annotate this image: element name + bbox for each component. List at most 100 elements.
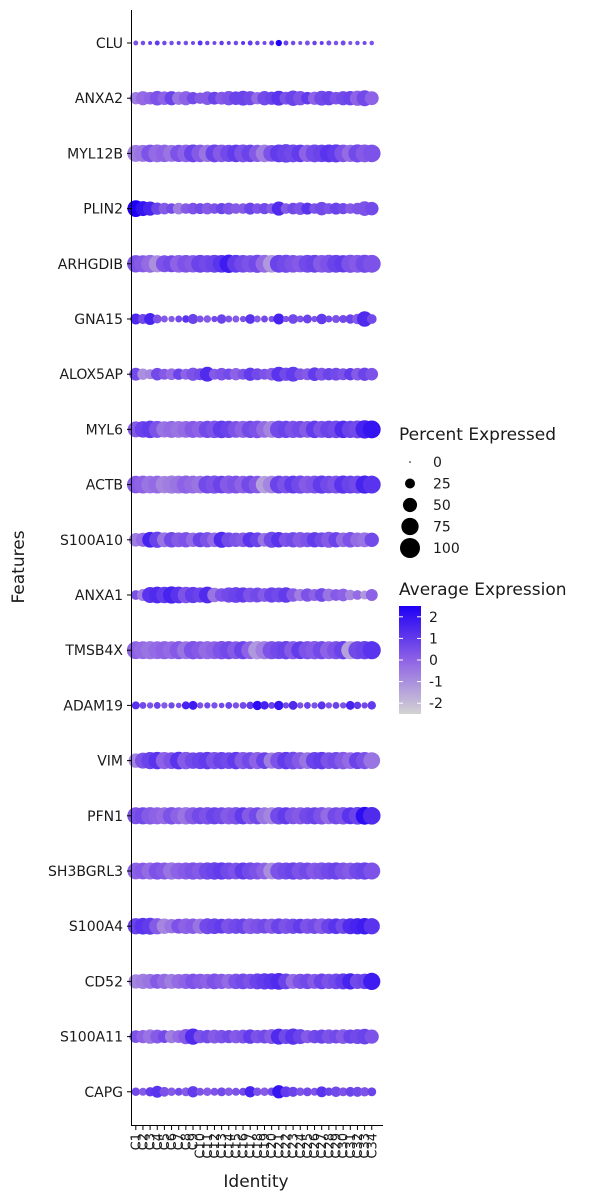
dot-myl6-c34 xyxy=(362,420,381,439)
dot-capg-c32 xyxy=(352,1086,363,1097)
x-tick-label-c23: C23 xyxy=(287,1133,302,1159)
dot-pfn1-c34 xyxy=(362,806,381,825)
x-tick-label-c20: C20 xyxy=(265,1133,280,1159)
dot-clu-c20 xyxy=(269,40,275,46)
dot-alox5ap-c34 xyxy=(365,367,379,381)
dot-clu-c15 xyxy=(233,40,239,46)
size-legend-title: Percent Expressed xyxy=(399,425,556,445)
dot-adam19-c10 xyxy=(196,702,204,709)
dot-capg-c11 xyxy=(203,1087,212,1097)
dot-gna15-c8 xyxy=(182,315,190,323)
dot-adam19-c25 xyxy=(303,701,311,709)
dot-adam19-c7 xyxy=(175,702,182,709)
x-tick-label-c7: C7 xyxy=(172,1133,187,1150)
dot-capg-c19 xyxy=(260,1087,269,1097)
dot-adam19-c15 xyxy=(232,702,240,709)
dot-clu-c17 xyxy=(247,40,253,46)
dot-gna15-c23 xyxy=(288,314,298,324)
x-tick-label-c24: C24 xyxy=(294,1133,309,1159)
dot-capg-c30 xyxy=(338,1087,348,1097)
dot-adam19-c13 xyxy=(218,702,225,709)
size-legend-label-100: 100 xyxy=(433,541,460,557)
dot-capg-c33 xyxy=(359,1087,370,1097)
dot-clu-c31 xyxy=(348,41,353,45)
dot-clu-c1 xyxy=(133,40,139,46)
dot-capg-c24 xyxy=(296,1087,305,1097)
size-legend-dot-100 xyxy=(400,538,420,558)
x-tick-label-c11: C11 xyxy=(201,1133,216,1159)
x-tick-label-c25: C25 xyxy=(301,1133,316,1159)
dot-gna15-c30 xyxy=(339,315,348,323)
dot-clu-c10 xyxy=(197,40,203,46)
dot-gna15-c22 xyxy=(282,315,290,323)
y-tick-label-myl12b: MYL12B xyxy=(67,146,123,162)
dot-gna15-c24 xyxy=(296,315,304,323)
dot-adam19-c8 xyxy=(181,701,190,710)
x-tick-label-c2: C2 xyxy=(136,1133,151,1150)
y-tick-label-pfn1: PFN1 xyxy=(87,809,123,825)
dot-clu-c27 xyxy=(319,41,324,45)
dot-adam19-c26 xyxy=(311,702,318,709)
dot-adam19-c2 xyxy=(139,701,147,709)
x-tick-label-c28: C28 xyxy=(322,1133,337,1159)
size-legend: Percent Expressed 0 25 50 75 100 xyxy=(399,425,556,558)
dot-gna15-c29 xyxy=(332,315,340,323)
x-tick-label-c10: C10 xyxy=(194,1133,209,1159)
y-tick-label-adam19: ADAM19 xyxy=(63,698,123,714)
dot-capg-c23 xyxy=(288,1086,299,1097)
dot-adam19-c16 xyxy=(239,701,247,709)
dot-plin2-c34 xyxy=(364,201,379,216)
x-axis-ticks: C1C2C3C4C5C6C7C8C9C10C11C12C13C14C15C16C… xyxy=(129,1126,380,1159)
dot-clu-c9 xyxy=(191,41,195,45)
dot-capg-c25 xyxy=(302,1087,312,1097)
dot-sh3bgrl3-c34 xyxy=(363,862,381,880)
dot-gna15-c26 xyxy=(311,315,318,323)
y-tick-label-clu: CLU xyxy=(96,36,123,52)
x-tick-label-c3: C3 xyxy=(144,1133,159,1150)
x-tick-label-c32: C32 xyxy=(351,1133,366,1159)
x-tick-label-c22: C22 xyxy=(279,1133,294,1159)
dot-adam19-c24 xyxy=(297,702,304,709)
y-tick-label-gna15: GNA15 xyxy=(74,312,123,328)
dot-clu-c5 xyxy=(162,40,167,46)
dot-gna15-c1 xyxy=(130,313,142,325)
dot-capg-c9 xyxy=(187,1086,199,1098)
x-tick-label-c14: C14 xyxy=(222,1133,237,1159)
dot-adam19-c11 xyxy=(204,702,211,709)
y-tick-label-s100a10: S100A10 xyxy=(60,533,123,549)
color-legend-label-4: -2 xyxy=(429,696,443,712)
dot-anxa1-c31 xyxy=(345,589,356,601)
color-legend-label-3: -1 xyxy=(429,675,443,691)
y-axis-title: Features xyxy=(9,530,29,603)
y-tick-label-plin2: PLIN2 xyxy=(83,202,123,218)
size-legend-dot-75 xyxy=(401,517,419,536)
x-tick-label-c18: C18 xyxy=(251,1133,266,1159)
dot-clu-c13 xyxy=(219,40,224,46)
dot-clu-c16 xyxy=(241,41,246,45)
size-legend-dot-50 xyxy=(402,497,418,513)
dot-clu-c26 xyxy=(312,40,317,46)
x-tick-label-c12: C12 xyxy=(208,1133,223,1159)
dot-gna15-c7 xyxy=(175,315,183,323)
dot-clu-c18 xyxy=(255,40,260,46)
x-tick-label-c34: C34 xyxy=(365,1133,380,1159)
dot-s100a10-c34 xyxy=(364,532,379,548)
x-tick-label-c30: C30 xyxy=(337,1133,352,1159)
dot-gna15-c20 xyxy=(268,315,275,323)
dot-capg-c2 xyxy=(138,1087,147,1096)
x-tick-label-c17: C17 xyxy=(244,1133,259,1159)
y-tick-label-cd52: CD52 xyxy=(85,974,123,990)
dot-clu-c33 xyxy=(362,41,367,45)
dot-gna15-c18 xyxy=(253,315,261,323)
dot-clu-c32 xyxy=(355,40,360,46)
dot-adam19-c14 xyxy=(225,701,233,709)
dot-adam19-c31 xyxy=(345,700,355,710)
dot-gna15-c13 xyxy=(216,314,227,324)
x-tick-label-c13: C13 xyxy=(215,1133,230,1159)
dot-myl12b-c34 xyxy=(362,144,381,163)
dot-capg-c12 xyxy=(210,1087,219,1096)
x-tick-label-c8: C8 xyxy=(179,1133,194,1150)
dot-gna15-c17 xyxy=(245,314,256,324)
x-tick-label-c27: C27 xyxy=(315,1133,330,1159)
